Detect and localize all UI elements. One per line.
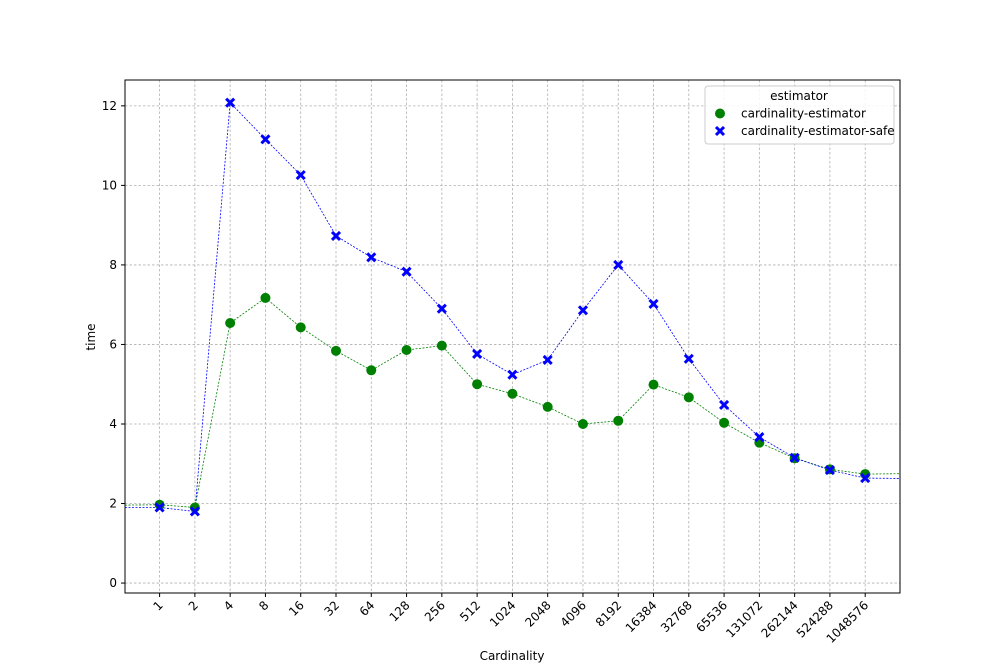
data-point-cardinality-estimator xyxy=(648,379,659,390)
x-tick-label: 256 xyxy=(422,598,448,624)
data-point-cardinality-estimator xyxy=(331,345,341,356)
data-point-cardinality-estimator-safe xyxy=(225,97,236,108)
data-point-cardinality-estimator-safe xyxy=(754,432,765,443)
data-point-cardinality-estimator xyxy=(613,415,624,426)
x-tick-label: 2048 xyxy=(522,598,553,629)
legend-label-cardinality-estimator-safe: cardinality-estimator-safe xyxy=(741,124,895,138)
series-markers xyxy=(154,97,871,517)
data-point-cardinality-estimator-safe xyxy=(860,473,871,484)
data-point-cardinality-estimator xyxy=(366,365,377,376)
x-axis-label: Cardinality xyxy=(480,649,545,663)
y-axis: 0 2 4 6 8 10 12 xyxy=(102,99,125,590)
data-point-cardinality-estimator xyxy=(154,499,165,510)
y-tick-label: 8 xyxy=(109,258,117,272)
y-tick-label: 6 xyxy=(109,337,117,351)
legend-marker-cardinality-estimator-safe xyxy=(714,125,726,137)
grid-lines xyxy=(125,80,900,593)
data-point-cardinality-estimator-safe xyxy=(366,252,377,263)
y-tick-label: 4 xyxy=(109,417,117,431)
data-point-cardinality-estimator-safe xyxy=(789,452,800,463)
data-point-cardinality-estimator xyxy=(225,317,236,328)
data-point-cardinality-estimator-safe xyxy=(260,134,271,145)
y-tick-label: 0 xyxy=(109,576,117,590)
data-point-cardinality-estimator xyxy=(719,417,730,428)
x-tick-label: 262144 xyxy=(758,598,800,640)
x-tick-label: 512 xyxy=(457,598,483,624)
series-line-cardinality-estimator-safe xyxy=(125,101,901,512)
data-point-cardinality-estimator xyxy=(683,392,694,403)
x-tick-label: 128 xyxy=(387,598,413,624)
x-tick-label: 32 xyxy=(321,598,342,619)
data-point-cardinality-estimator xyxy=(436,340,447,351)
y-axis-label: time xyxy=(84,323,98,350)
x-tick-label: 16 xyxy=(286,598,307,619)
legend-label-cardinality-estimator: cardinality-estimator xyxy=(741,107,866,121)
x-tick-label: 64 xyxy=(357,598,378,619)
data-point-cardinality-estimator-safe xyxy=(401,266,412,277)
x-tick-label: 2 xyxy=(186,598,201,613)
data-point-cardinality-estimator-safe xyxy=(295,169,306,181)
data-point-cardinality-estimator xyxy=(507,388,518,399)
data-point-cardinality-estimator-safe xyxy=(613,259,624,270)
data-point-cardinality-estimator-safe xyxy=(154,502,165,513)
x-tick-label: 131072 xyxy=(723,598,765,640)
data-point-cardinality-estimator-safe xyxy=(577,305,589,316)
x-tick-label: 8192 xyxy=(593,598,624,629)
data-point-cardinality-estimator-safe xyxy=(330,230,342,241)
legend-box xyxy=(704,85,895,145)
legend: estimator cardinality-estimator cardinal… xyxy=(704,85,895,145)
data-point-cardinality-estimator xyxy=(577,418,588,429)
data-point-cardinality-estimator-safe xyxy=(824,465,835,476)
data-point-cardinality-estimator-safe xyxy=(189,506,200,517)
data-point-cardinality-estimator xyxy=(542,401,553,412)
series-lines xyxy=(124,101,901,512)
y-tick-label: 2 xyxy=(109,497,117,511)
data-point-cardinality-estimator-safe xyxy=(472,348,483,360)
data-point-cardinality-estimator xyxy=(401,345,412,356)
data-point-cardinality-estimator-safe xyxy=(648,298,659,309)
data-point-cardinality-estimator-safe xyxy=(436,303,447,314)
x-tick-label: 16384 xyxy=(623,598,660,635)
y-tick-label: 10 xyxy=(102,178,117,192)
data-point-cardinality-estimator-safe xyxy=(719,399,730,410)
data-point-cardinality-estimator xyxy=(295,322,306,333)
x-tick-label: 8 xyxy=(256,598,271,613)
y-tick-label: 12 xyxy=(102,99,117,113)
data-point-cardinality-estimator-safe xyxy=(507,369,518,380)
x-tick-label: 1 xyxy=(150,598,165,613)
data-point-cardinality-estimator-safe xyxy=(683,353,694,364)
data-point-cardinality-estimator xyxy=(472,379,483,390)
data-point-cardinality-estimator xyxy=(260,292,271,303)
x-tick-label: 32768 xyxy=(658,598,695,635)
x-axis: 1 2 4 8 16 32 64 128 256 512 1024 2048 4096 819216384… xyxy=(150,593,871,646)
legend-marker-cardinality-estimator xyxy=(715,108,725,119)
data-point-cardinality-estimator-safe xyxy=(542,354,553,366)
x-tick-label: 4 xyxy=(221,598,236,613)
legend-title: estimator xyxy=(770,89,828,103)
x-tick-label: 1024 xyxy=(487,598,518,629)
x-tick-label: 4096 xyxy=(558,598,589,629)
